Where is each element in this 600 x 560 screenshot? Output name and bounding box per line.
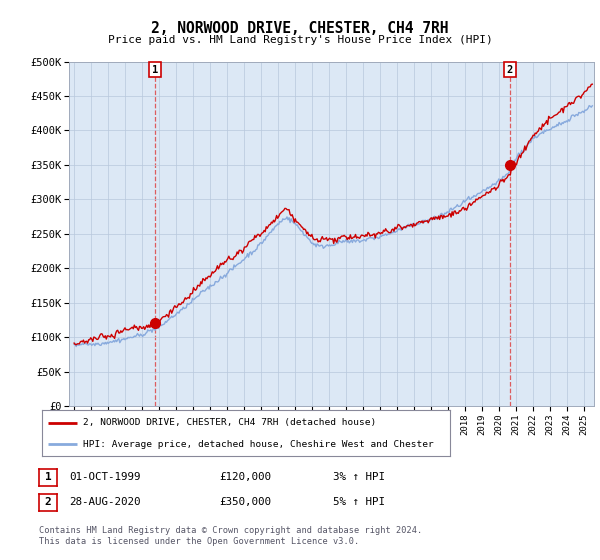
Text: 1: 1 [44,472,52,482]
Text: £350,000: £350,000 [219,497,271,507]
Text: 1: 1 [152,65,158,75]
Text: HPI: Average price, detached house, Cheshire West and Chester: HPI: Average price, detached house, Ches… [83,440,434,449]
Text: Contains HM Land Registry data © Crown copyright and database right 2024.
This d: Contains HM Land Registry data © Crown c… [39,526,422,546]
Text: £120,000: £120,000 [219,472,271,482]
Text: 2: 2 [507,65,513,75]
Text: 2, NORWOOD DRIVE, CHESTER, CH4 7RH (detached house): 2, NORWOOD DRIVE, CHESTER, CH4 7RH (deta… [83,418,376,427]
Text: 01-OCT-1999: 01-OCT-1999 [69,472,140,482]
Text: Price paid vs. HM Land Registry's House Price Index (HPI): Price paid vs. HM Land Registry's House … [107,35,493,45]
Text: 3% ↑ HPI: 3% ↑ HPI [333,472,385,482]
Text: 2: 2 [44,497,52,507]
Text: 28-AUG-2020: 28-AUG-2020 [69,497,140,507]
Text: 2, NORWOOD DRIVE, CHESTER, CH4 7RH: 2, NORWOOD DRIVE, CHESTER, CH4 7RH [151,21,449,36]
Text: 5% ↑ HPI: 5% ↑ HPI [333,497,385,507]
